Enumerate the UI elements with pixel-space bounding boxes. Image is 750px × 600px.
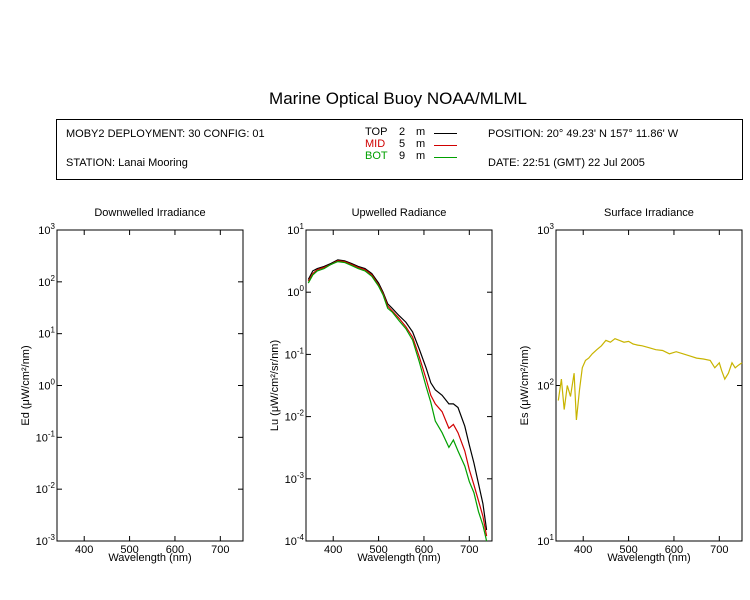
x-tick-label-1-2: 600: [415, 544, 433, 556]
legend-mid-name: MID: [365, 138, 386, 150]
legend-bot-depth: 9: [399, 150, 406, 162]
y-tick-label-2-2: 103: [537, 222, 554, 237]
y-tick-label-0-5: 102: [38, 274, 55, 289]
y-tick-label-0-0: 10-3: [36, 533, 56, 548]
legend-top-depth: 2: [399, 126, 406, 138]
legend-top-unit: m: [416, 126, 426, 138]
y-axis-label-1: Lu (μW/cm²/sr/nm): [269, 340, 281, 431]
series-line-1-mid: [307, 260, 488, 537]
series-line-1-top: [307, 259, 488, 531]
plot-frame-1: [305, 229, 493, 542]
x-axis-label-2: Wavelength (nm): [607, 552, 690, 564]
legend-top-name: TOP: [365, 126, 388, 138]
y-axis-label-0: Ed (μW/cm²/nm): [20, 345, 32, 425]
legend-mid-line: [434, 145, 457, 146]
x-tick-label-2-2: 600: [665, 544, 683, 556]
x-axis-label-0: Wavelength (nm): [108, 552, 191, 564]
x-tick-label-0-0: 400: [75, 544, 93, 556]
y-tick-label-1-3: 10-1: [285, 346, 305, 361]
series-line-2-es: [557, 338, 743, 421]
legend-bot-line: [434, 157, 457, 158]
page-title: Marine Optical Buoy NOAA/MLML: [269, 89, 527, 108]
y-tick-label-2-1: 102: [537, 378, 554, 393]
y-tick-label-1-2: 10-2: [285, 409, 305, 424]
x-tick-label-2-3: 700: [710, 544, 728, 556]
y-tick-label-2-0: 101: [537, 533, 554, 548]
station-label: STATION: Lanai Mooring: [66, 157, 188, 169]
y-tick-label-0-2: 10-1: [36, 429, 56, 444]
legend-bot-unit: m: [416, 150, 426, 162]
x-tick-label-0-3: 700: [211, 544, 229, 556]
legend-mid-unit: m: [416, 138, 426, 150]
series-line-1-bot: [307, 260, 488, 542]
y-tick-label-1-0: 10-4: [285, 533, 305, 548]
y-tick-label-0-1: 10-2: [36, 481, 56, 496]
y-tick-label-1-4: 100: [287, 284, 304, 299]
x-tick-label-2-1: 500: [619, 544, 637, 556]
plot-frame-0: [56, 229, 244, 542]
panel-title-0: Downwelled Irradiance: [94, 207, 205, 219]
position-label: POSITION: 20° 49.23' N 157° 11.86' W: [488, 128, 679, 140]
y-tick-label-1-5: 101: [287, 222, 304, 237]
x-tick-label-1-1: 500: [369, 544, 387, 556]
y-axis-label-2: Es (μW/cm²/nm): [519, 346, 531, 426]
x-tick-label-1-3: 700: [460, 544, 478, 556]
x-tick-label-2-0: 400: [574, 544, 592, 556]
x-tick-label-0-2: 600: [166, 544, 184, 556]
y-tick-label-0-4: 101: [38, 326, 55, 341]
panel-title-1: Upwelled Radiance: [352, 207, 447, 219]
x-axis-label-1: Wavelength (nm): [357, 552, 440, 564]
legend-mid-depth: 5: [399, 138, 406, 150]
plot-frame-2: [555, 229, 743, 542]
legend-top-line: [434, 133, 457, 134]
deployment-label: MOBY2 DEPLOYMENT: 30 CONFIG: 01: [66, 128, 265, 140]
panel-title-2: Surface Irradiance: [604, 207, 694, 219]
date-label: DATE: 22:51 (GMT) 22 Jul 2005: [488, 157, 645, 169]
x-tick-label-0-1: 500: [120, 544, 138, 556]
y-tick-label-0-3: 100: [38, 378, 55, 393]
legend-bot-name: BOT: [365, 150, 388, 162]
x-tick-label-1-0: 400: [324, 544, 342, 556]
deployment-info-box: MOBY2 DEPLOYMENT: 30 CONFIG: 01 STATION:…: [56, 119, 743, 180]
y-tick-label-0-6: 103: [38, 222, 55, 237]
y-tick-label-1-1: 10-3: [285, 471, 305, 486]
